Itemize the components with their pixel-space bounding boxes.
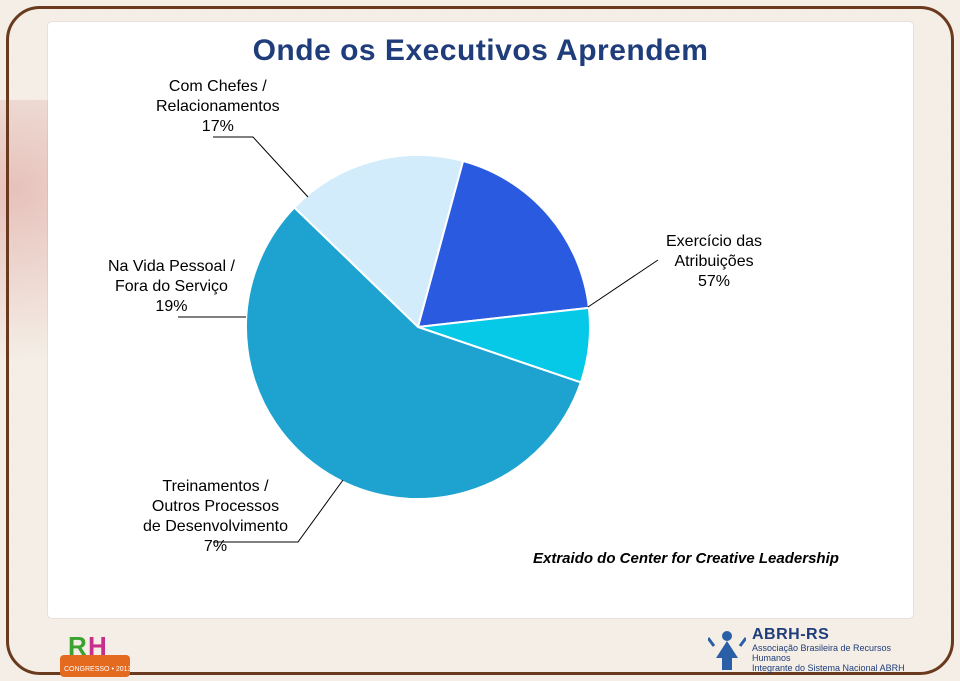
source-note: Extraido do Center for Creative Leadersh…: [533, 550, 839, 567]
footer: R H CONGRESSO • 2013 ABRH-RS Associação …: [0, 619, 960, 681]
leader-line: [588, 260, 658, 307]
leader-line: [213, 137, 308, 197]
slice-label-treinamentos: Treinamentos /Outros Processosde Desenvo…: [143, 477, 288, 557]
logo-abrh: ABRH-RS Associação Brasileira de Recurso…: [708, 626, 932, 674]
slice-label-chefes: Com Chefes /Relacionamentos17%: [156, 77, 280, 137]
slide-card: Onde os Executivos Aprendem Com Chefes /…: [48, 22, 913, 618]
slice-label-exercicio: Exercício dasAtribuições57%: [666, 232, 762, 292]
slide-title: Onde os Executivos Aprendem: [48, 34, 913, 68]
logo-rh-icon: R H CONGRESSO • 2013: [60, 627, 130, 677]
svg-text:CONGRESSO • 2013: CONGRESSO • 2013: [64, 666, 130, 673]
svg-text:H: H: [88, 631, 107, 661]
abrh-man-icon: [708, 628, 746, 672]
abrh-subtitle: Associação Brasileira de Recursos Humano…: [752, 644, 932, 674]
slice-label-vida-pessoal: Na Vida Pessoal /Fora do Serviço19%: [108, 257, 235, 317]
abrh-name: ABRH-RS: [752, 626, 932, 644]
svg-text:R: R: [68, 631, 87, 661]
